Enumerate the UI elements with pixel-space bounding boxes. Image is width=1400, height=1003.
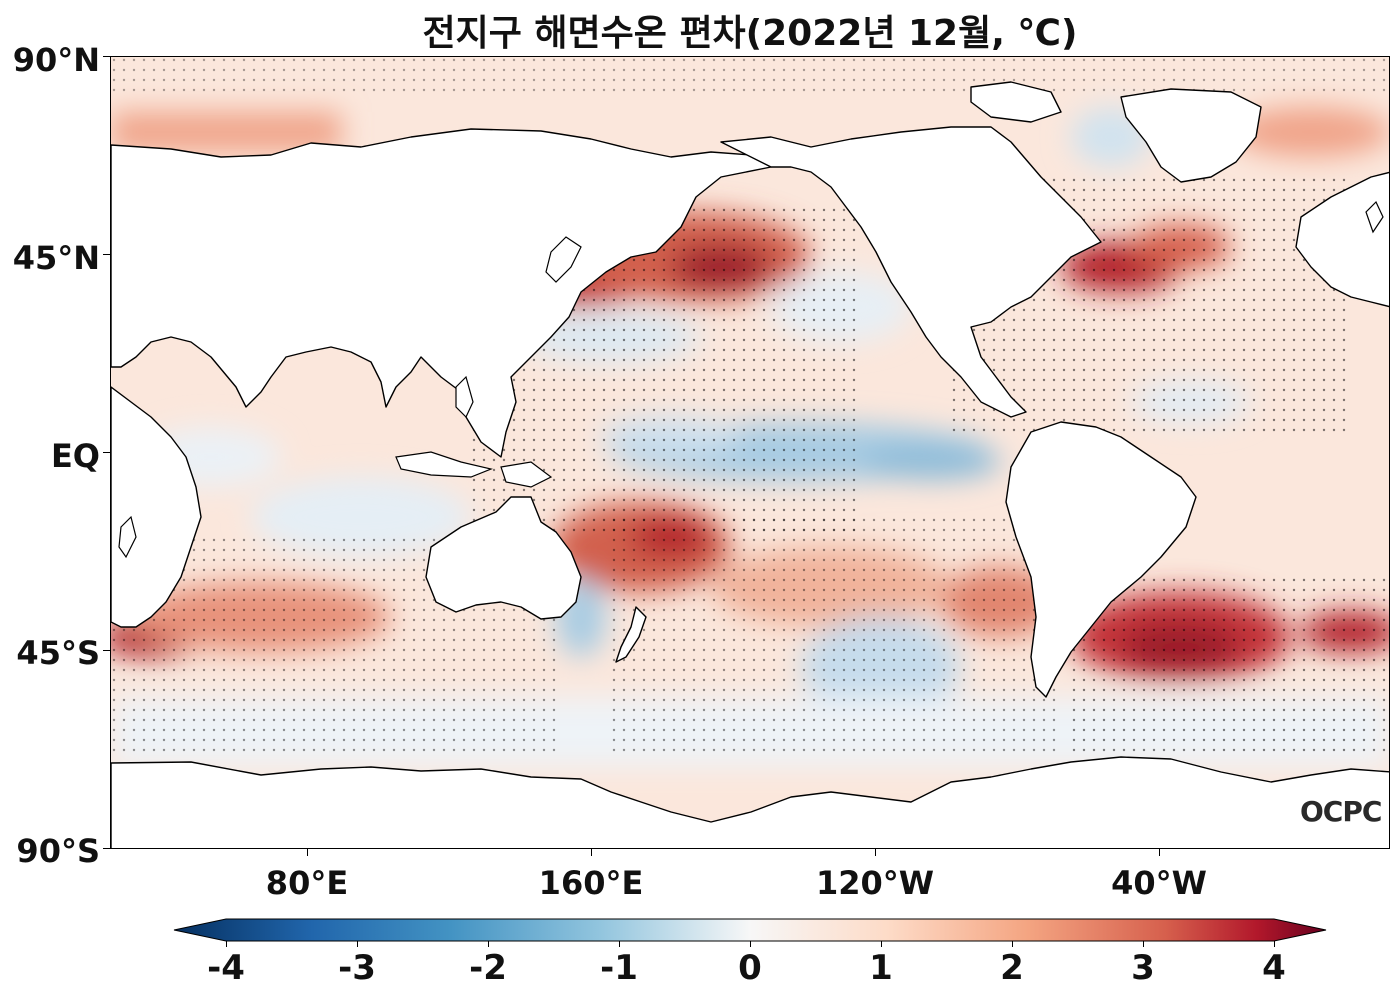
lon-label-80e: 80°E bbox=[265, 864, 349, 902]
colorbar-tick bbox=[881, 941, 882, 947]
lon-tick bbox=[875, 849, 876, 856]
colorbar-label: -1 bbox=[600, 948, 638, 988]
lon-label-160e: 160°E bbox=[538, 864, 644, 902]
islands bbox=[118, 200, 1384, 559]
land-greenland bbox=[1120, 88, 1262, 183]
colorbar-tick bbox=[619, 941, 620, 947]
colorbar-label: -4 bbox=[207, 948, 245, 988]
lat-tick bbox=[103, 848, 110, 849]
lat-tick bbox=[103, 56, 110, 57]
colorbar bbox=[173, 918, 1327, 942]
colorbar-tick bbox=[488, 941, 489, 947]
land-eurasia bbox=[111, 128, 772, 458]
lat-label-45s: 45°S bbox=[16, 634, 100, 672]
land-new-zealand bbox=[615, 606, 647, 663]
land-masses bbox=[111, 81, 1389, 848]
land-uk bbox=[1365, 200, 1384, 234]
colorbar-label: -2 bbox=[469, 948, 507, 988]
lat-label-90n: 90°N bbox=[12, 41, 100, 79]
colorbar-tick bbox=[1143, 941, 1144, 947]
land-south-america bbox=[1005, 421, 1197, 698]
colorbar-label: 2 bbox=[1000, 948, 1024, 988]
land-new-guinea bbox=[500, 461, 553, 488]
land-europe-africa-east bbox=[1295, 171, 1389, 308]
lon-tick bbox=[591, 849, 592, 856]
ocpc-logo: OCPC bbox=[1300, 795, 1382, 828]
colorbar-tick bbox=[357, 941, 358, 947]
land-japan bbox=[545, 236, 582, 283]
map-title: 전지구 해면수온 편차(2022년 12월, ℃) bbox=[422, 13, 1078, 54]
land-africa bbox=[111, 386, 202, 628]
colorbar-label: 0 bbox=[738, 948, 762, 988]
land-indonesia bbox=[395, 451, 493, 478]
colorbar-scale bbox=[173, 918, 1327, 942]
lon-tick bbox=[307, 849, 308, 856]
significance-stipple bbox=[111, 57, 1389, 757]
lat-label-45n: 45°N bbox=[12, 239, 100, 277]
land-antarctica bbox=[111, 756, 1389, 848]
land-madagascar bbox=[118, 515, 137, 559]
colorbar-label: 4 bbox=[1262, 948, 1286, 988]
lon-label-120w: 120°W bbox=[815, 864, 935, 902]
colorbar-label: 1 bbox=[869, 948, 893, 988]
colorbar-label: -3 bbox=[338, 948, 376, 988]
lat-tick bbox=[103, 452, 110, 453]
land-philippines bbox=[455, 375, 474, 419]
lat-tick bbox=[103, 650, 110, 651]
lat-tick bbox=[103, 254, 110, 255]
land-arctic-islands bbox=[970, 81, 1062, 123]
colorbar-tick bbox=[1274, 941, 1275, 947]
sst-anomaly-map bbox=[110, 56, 1390, 849]
land-australia bbox=[425, 496, 582, 620]
map-svg bbox=[111, 57, 1389, 848]
colorbar-tick bbox=[750, 941, 751, 947]
land-north-america bbox=[720, 126, 1102, 418]
lat-label-eq: EQ bbox=[50, 437, 100, 475]
colorbar-tick bbox=[1012, 941, 1013, 947]
lon-tick bbox=[1159, 849, 1160, 856]
lon-label-40w: 40°W bbox=[1111, 864, 1207, 902]
colorbar-tick bbox=[226, 941, 227, 947]
colorbar-label: 3 bbox=[1131, 948, 1155, 988]
lat-label-90s: 90°S bbox=[16, 832, 100, 870]
